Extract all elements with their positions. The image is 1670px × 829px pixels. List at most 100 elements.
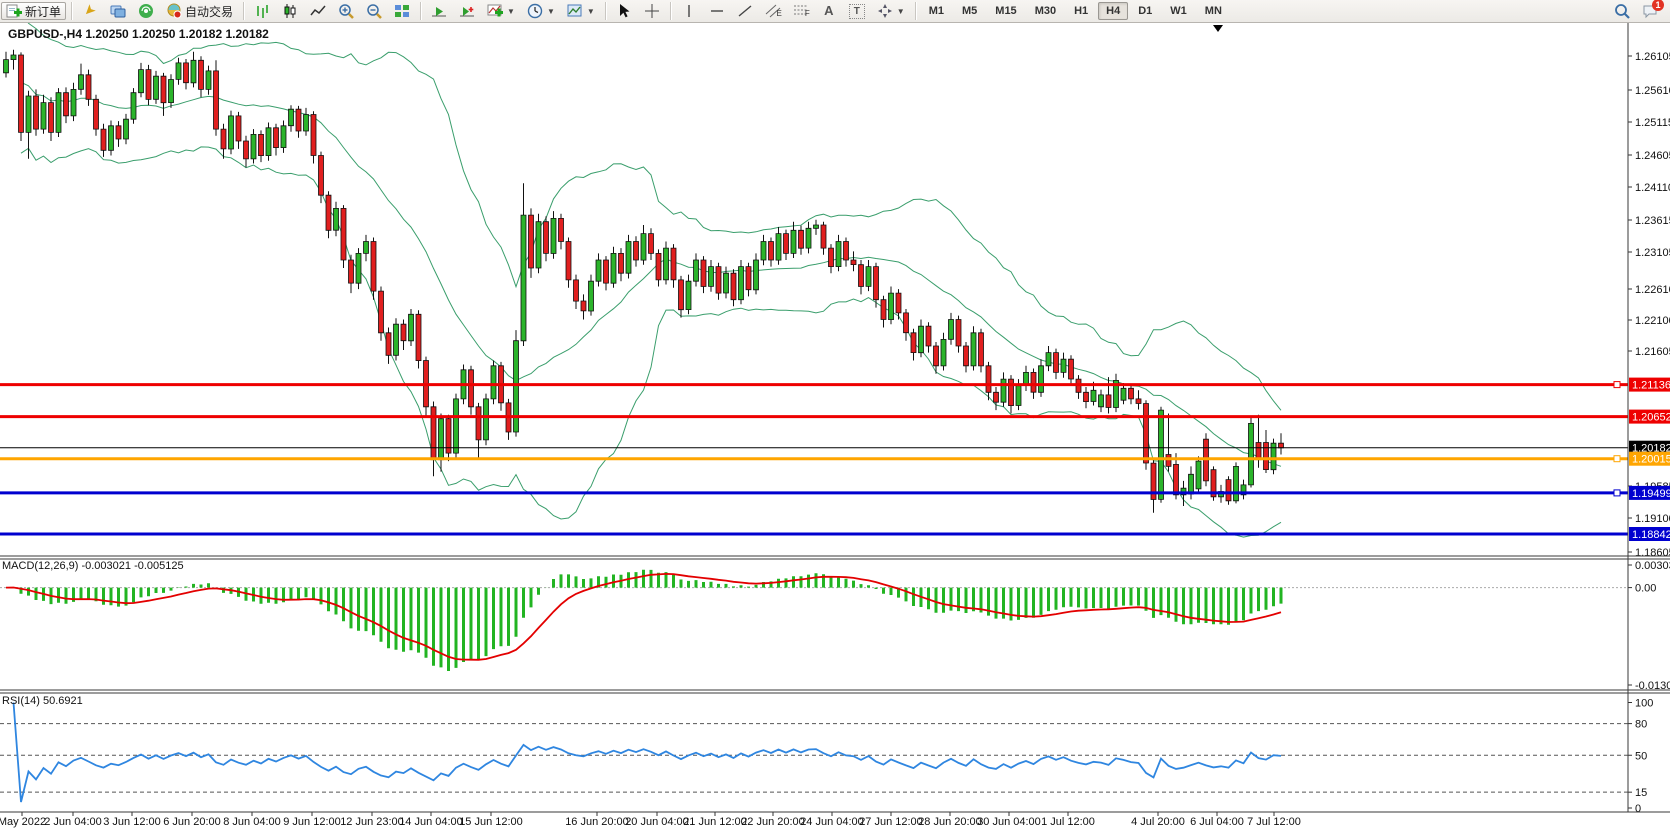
timeframe-button-m1[interactable]: M1	[928, 5, 944, 17]
tile-windows-button[interactable]	[389, 2, 415, 20]
bull-candles	[3, 54, 1277, 502]
rsi-axis-label: 80	[1635, 719, 1647, 731]
auto-scroll-icon	[431, 3, 447, 19]
time-tick-label[interactable]: 28 Jun 20:00	[918, 816, 982, 828]
line-chart-icon	[310, 3, 326, 19]
trendline-tool-button[interactable]	[732, 2, 758, 20]
periods-button[interactable]: ▼	[522, 2, 560, 20]
timeframe-button-d1[interactable]: D1	[1138, 5, 1153, 17]
timeframe-button-h4[interactable]: H4	[1098, 2, 1129, 20]
chevron-down-icon: ▼	[896, 6, 905, 16]
zoom-out-button[interactable]	[361, 2, 387, 20]
candlestick-chart-icon	[282, 3, 298, 19]
label-tool-icon: T	[848, 3, 865, 19]
time-tick-label[interactable]: 8 Jun 04:00	[223, 816, 281, 828]
toolbar-separator	[604, 2, 606, 20]
time-tick-label[interactable]: 20 Jun 04:00	[625, 816, 689, 828]
timeframe-button-m30[interactable]: M30	[1034, 5, 1057, 17]
time-tick-label[interactable]: 6 Jun 20:00	[163, 816, 221, 828]
time-tick-label[interactable]: 24 Jun 04:00	[800, 816, 864, 828]
terminal-icon	[110, 3, 126, 19]
templates-icon	[567, 3, 583, 19]
time-tick-label[interactable]: 1 Jul 12:00	[1041, 816, 1095, 828]
macd-axis-label: 0.003036	[1635, 560, 1670, 572]
bar-chart-mode-button[interactable]	[249, 2, 275, 20]
macd-axis-label: 0.00	[1635, 583, 1656, 595]
auto-scroll-button[interactable]	[426, 2, 452, 20]
market-watch-button[interactable]: ➤	[77, 1, 103, 21]
toolbar-right-group: 1	[1608, 0, 1664, 20]
candle-chart-mode-button[interactable]	[277, 2, 303, 20]
label-tool-button[interactable]: T	[844, 2, 870, 20]
main-toolbar: 新订单 ➤ 自动交易	[0, 0, 1670, 23]
price-tick-label: 1.25115	[1635, 117, 1670, 129]
time-tick-label[interactable]: 7 Jul 12:00	[1247, 816, 1301, 828]
crosshair-tool-button[interactable]	[639, 2, 665, 20]
notification-badge: 1	[1652, 0, 1664, 11]
time-tick-label[interactable]: 14 Jun 04:00	[399, 816, 463, 828]
time-tick-label[interactable]: 22 Jun 20:00	[741, 816, 805, 828]
indicators-icon	[487, 3, 504, 19]
new-order-button[interactable]: 新订单	[1, 2, 67, 20]
time-tick-label[interactable]: 4 Jul 20:00	[1131, 816, 1185, 828]
arrows-tool-button[interactable]: ▼	[872, 2, 910, 20]
channel-sub-label: E	[776, 9, 782, 18]
price-tick-label: 1.23615	[1635, 215, 1670, 227]
text-tool-button[interactable]: A	[816, 2, 842, 20]
price-badge-label: 1.20652	[1632, 412, 1670, 424]
new-order-label: 新订单	[25, 4, 62, 19]
chart-shift-button[interactable]	[454, 2, 480, 20]
time-tick-label[interactable]: 16 Jun 20:00	[565, 816, 629, 828]
time-tick-label[interactable]: 3 Jun 12:00	[103, 816, 161, 828]
price-badge-label: 1.18842	[1632, 529, 1670, 541]
bear-candles	[18, 54, 1284, 502]
vertical-line-tool-button[interactable]	[676, 2, 702, 20]
time-tick-label[interactable]: 21 Jun 12:00	[683, 816, 747, 828]
level-handle[interactable]	[1613, 455, 1621, 463]
timeframe-group: M1 M5 M15 M30 H1 H4 D1 W1 MN	[920, 2, 1231, 20]
cursor-tool-button[interactable]	[611, 2, 637, 20]
bar-chart-icon	[254, 3, 270, 19]
time-tick-label[interactable]: 27 Jun 12:00	[859, 816, 923, 828]
timeframe-button-w1[interactable]: W1	[1170, 5, 1187, 17]
timeframe-button-mn[interactable]: MN	[1204, 5, 1222, 17]
price-tick-label: 1.26105	[1635, 51, 1670, 63]
auto-trading-button[interactable]: 自动交易	[161, 2, 238, 20]
time-tick-label[interactable]: May 2022	[0, 816, 46, 828]
rsi-indicator-label: RSI(14) 50.6921	[2, 695, 83, 707]
line-chart-mode-button[interactable]	[305, 2, 331, 20]
templates-button[interactable]: ▼	[562, 2, 600, 20]
horizontal-line-tool-button[interactable]	[704, 2, 730, 20]
time-tick-label[interactable]: 2 Jun 04:00	[44, 816, 102, 828]
chart-shift-marker[interactable]	[1213, 25, 1223, 32]
level-handle[interactable]	[1613, 381, 1621, 389]
fibonacci-tool-button[interactable]: F	[788, 2, 814, 20]
timeframe-button-m5[interactable]: M5	[962, 5, 978, 17]
bollinger-lower-band	[20, 146, 1282, 538]
price-tick-label: 1.21605	[1635, 346, 1670, 358]
price-tick-label: 1.24110	[1635, 182, 1670, 194]
time-tick-label[interactable]: 30 Jun 04:00	[977, 816, 1041, 828]
time-tick-label[interactable]: 6 Jul 04:00	[1190, 816, 1244, 828]
chat-bubble-icon: 1	[1642, 0, 1664, 19]
level-handle[interactable]	[1613, 489, 1621, 497]
rsi-line	[12, 702, 1282, 803]
terminal-button[interactable]	[105, 2, 131, 20]
search-icon	[1614, 3, 1630, 19]
toolbar-separator	[914, 2, 916, 20]
search-button[interactable]	[1609, 2, 1635, 20]
timeframe-button-m15[interactable]: M15	[995, 5, 1017, 17]
candle-wicks	[5, 49, 1282, 513]
indicators-button[interactable]: ▼	[482, 2, 520, 20]
timeframe-button-h1[interactable]: H1	[1074, 5, 1089, 17]
time-tick-label[interactable]: 12 Jun 23:00	[340, 816, 404, 828]
notifications-button[interactable]: 1	[1637, 0, 1664, 20]
zoom-in-button[interactable]	[333, 2, 359, 20]
time-tick-label[interactable]: 9 Jun 12:00	[283, 816, 341, 828]
price-tick-label: 1.22610	[1635, 284, 1670, 296]
time-tick-label[interactable]: 15 Jun 12:00	[459, 816, 523, 828]
channel-tool-button[interactable]: E	[760, 2, 786, 20]
crosshair-icon	[644, 3, 660, 19]
signals-button[interactable]	[133, 2, 159, 20]
